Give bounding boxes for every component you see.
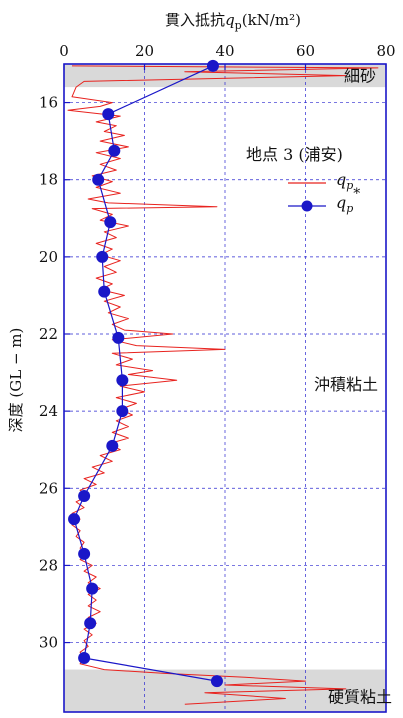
data-point-qp_star	[102, 108, 115, 121]
x-tick-label: 80	[376, 42, 395, 60]
y-tick-label: 30	[39, 634, 58, 652]
x-tick-label: 60	[296, 42, 315, 60]
data-point-qp_star	[206, 59, 219, 72]
data-point-qp_star	[78, 490, 91, 502]
y-tick-label: 22	[39, 325, 58, 343]
region-label: 硬質粘土	[328, 688, 392, 707]
data-point-qp_star	[98, 285, 111, 298]
data-point-qp_star	[104, 216, 117, 229]
y-tick-label: 24	[39, 402, 58, 420]
data-point-qp_star	[116, 405, 129, 418]
y-axis-title: 深度 (GL − m)	[7, 328, 25, 433]
data-point-qp_star	[108, 144, 121, 157]
series-qp-star	[68, 59, 223, 688]
data-point-qp_star	[92, 173, 105, 186]
data-point-qp_star	[116, 374, 129, 387]
x-axis-title: 貫入抵抗qp(kN/m²)	[165, 11, 301, 32]
y-tick-label: 26	[39, 479, 58, 497]
data-point-qp_star	[210, 675, 223, 688]
legend-qp-label: qp	[336, 170, 353, 192]
series-line-qp	[67, 65, 379, 705]
region-label: 細砂	[344, 67, 376, 86]
legend: 地点 3 (浦安) qp qp*	[246, 145, 360, 215]
data-point-qp_star	[84, 617, 97, 630]
x-tick-label: 20	[135, 42, 154, 60]
axis-ticks: 0 20 40 60 80 16 18 20 22 24 26 28 30	[39, 42, 396, 652]
data-point-qp_star	[78, 652, 91, 664]
data-point-qp_star	[96, 250, 109, 263]
series-qp	[67, 65, 379, 705]
legend-qp-star-label: qp*	[336, 186, 360, 215]
y-tick-label: 18	[39, 171, 58, 189]
y-tick-label: 20	[39, 248, 58, 266]
region-label: 沖積粘土	[314, 375, 378, 394]
data-point-qp_star	[112, 331, 125, 344]
x-tick-label: 40	[215, 42, 234, 60]
data-point-qp_star	[68, 513, 81, 526]
legend-qp-star-marker	[301, 200, 313, 212]
data-point-qp_star	[106, 439, 119, 452]
data-point-qp_star	[78, 547, 91, 560]
grid	[64, 64, 386, 712]
y-tick-label: 16	[39, 94, 58, 112]
y-tick-label: 28	[39, 556, 58, 574]
legend-title: 地点 3 (浦安)	[246, 145, 343, 164]
x-tick-label: 0	[59, 42, 69, 60]
data-point-qp_star	[86, 582, 99, 595]
